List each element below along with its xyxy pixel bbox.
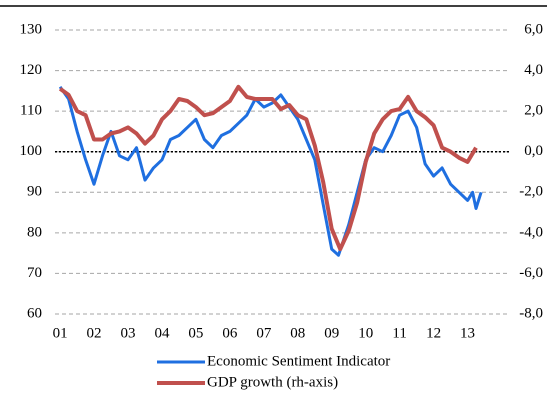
y2-tick-label: 2,0 [524, 103, 543, 119]
x-tick-label: 06 [222, 325, 238, 341]
x-tick-label: 08 [290, 325, 305, 341]
y-tick-label: 100 [20, 143, 43, 159]
series-line [58, 84, 478, 252]
x-tick-label: 02 [87, 325, 102, 341]
y-tick-label: 120 [20, 62, 43, 78]
x-tick-label: 12 [426, 325, 441, 341]
y-tick-label: 60 [27, 305, 42, 321]
x-tick-label: 01 [53, 325, 68, 341]
x-tick-label: 05 [188, 325, 203, 341]
x-tick-label: 11 [392, 325, 406, 341]
legend-label: Economic Sentiment Indicator [207, 353, 390, 369]
y2-tick-label: 4,0 [524, 62, 543, 78]
y-tick-label: 90 [27, 184, 42, 200]
y2-tick-label: -2,0 [519, 184, 543, 200]
y-tick-label: 110 [20, 103, 42, 119]
legend-label: GDP growth (rh-axis) [207, 374, 338, 390]
y-tick-label: 130 [20, 21, 43, 37]
y2-tick-label: -8,0 [519, 305, 543, 321]
x-tick-label: 10 [358, 325, 373, 341]
x-tick-label: 13 [460, 325, 475, 341]
x-tick-label: 03 [121, 325, 136, 341]
y-tick-label: 80 [27, 224, 42, 240]
y2-tick-label: -4,0 [519, 224, 543, 240]
x-tick-label: 07 [256, 325, 272, 341]
y2-tick-label: 6,0 [524, 21, 543, 37]
x-tick-label: 04 [154, 325, 170, 341]
y-tick-label: 70 [27, 265, 42, 281]
series-line [58, 85, 483, 257]
y2-tick-label: -6,0 [519, 265, 543, 281]
y2-tick-label: 0,0 [524, 143, 543, 159]
x-tick-label: 09 [324, 325, 339, 341]
